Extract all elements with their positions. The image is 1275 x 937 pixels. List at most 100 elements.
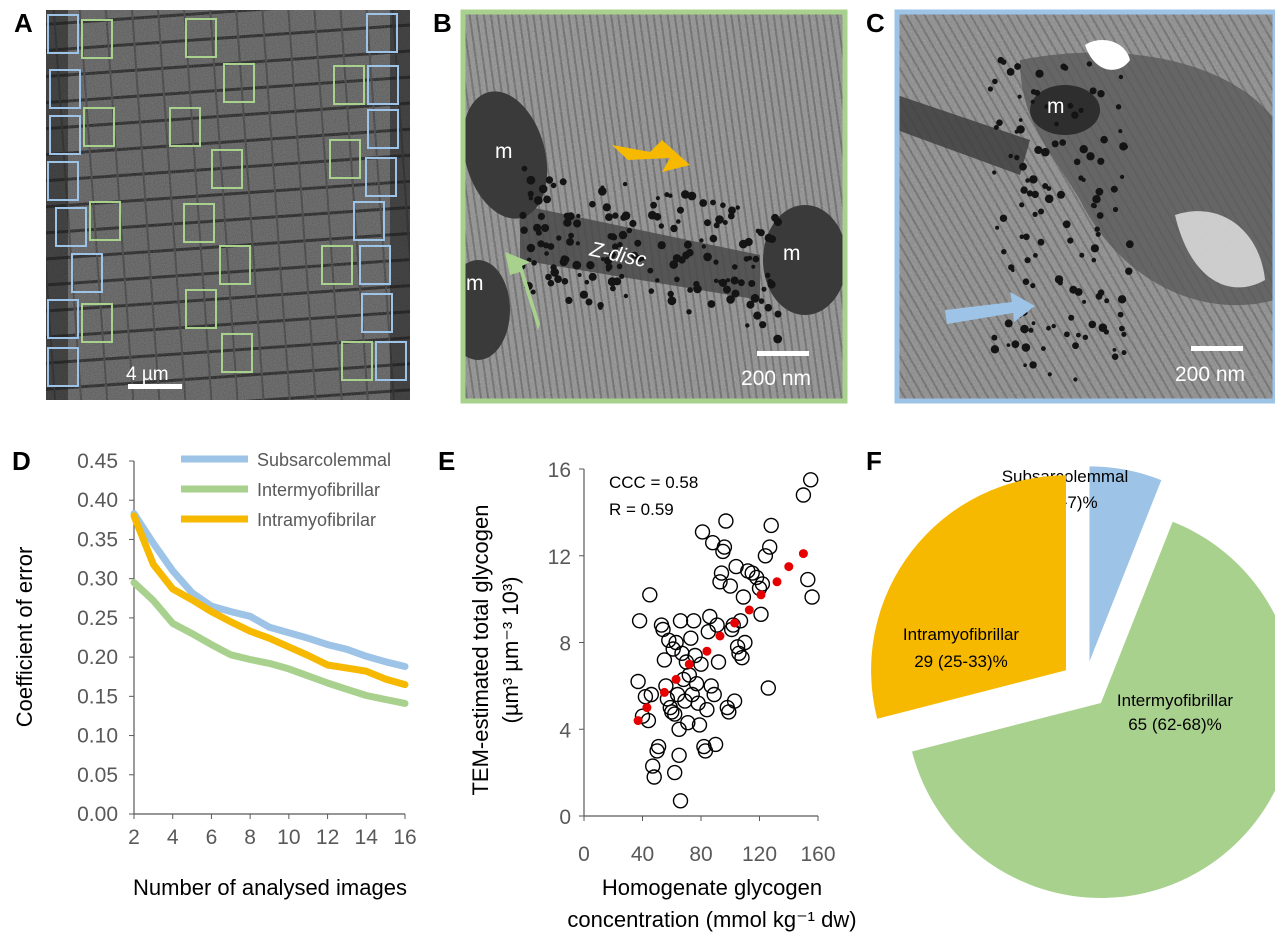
glycogen-particle: [1025, 178, 1030, 183]
data-point: [729, 639, 746, 655]
glycogen-particle: [1121, 331, 1127, 337]
glycogen-particle: [1115, 104, 1122, 110]
glycogen-particle: [1057, 280, 1063, 286]
glycogen-particle: [579, 290, 589, 299]
glycogen-particle: [604, 256, 613, 265]
glycogen-particle: [743, 256, 750, 262]
data-point: [795, 487, 812, 503]
glycogen-particle: [526, 175, 536, 185]
glycogen-particle: [1097, 157, 1105, 165]
glycogen-particle: [1021, 343, 1031, 352]
fit-point: [715, 631, 725, 641]
y-tick-label: 0.35: [77, 528, 118, 551]
glycogen-particle: [607, 233, 615, 240]
glycogen-particle: [687, 191, 697, 201]
glycogen-particle: [1089, 87, 1097, 95]
legend-label-subsarcolemmal: Subsarcolemmal: [257, 450, 391, 470]
glycogen-particle: [612, 212, 619, 219]
glycogen-particle: [544, 251, 549, 256]
glycogen-particle: [1047, 372, 1052, 377]
glycogen-particle: [1111, 353, 1119, 361]
glycogen-particle: [531, 260, 537, 266]
pie-slice-subsarcolemmal: [1089, 466, 1162, 662]
panel-label-e: E: [438, 446, 455, 476]
intermyofibrillar-region-box: [81, 303, 113, 343]
glycogen-particle: [1118, 129, 1123, 134]
glycogen-particle: [563, 212, 571, 220]
glycogen-particle: [577, 273, 582, 277]
glycogen-particle: [731, 289, 740, 298]
glycogen-particle: [1078, 107, 1084, 113]
glycogen-particle: [554, 275, 562, 283]
glycogen-particle: [996, 119, 1003, 126]
data-point: [800, 571, 816, 588]
x-tick-label: 14: [355, 826, 379, 849]
glycogen-particle: [635, 254, 642, 262]
glycogen-particle: [1097, 289, 1105, 297]
glycogen-particle: [746, 300, 755, 309]
data-point: [803, 472, 819, 488]
glycogen-particle: [550, 182, 557, 189]
intermyofibrillar-region-box: [185, 18, 217, 58]
data-point: [694, 524, 711, 540]
scale-bar-label-a: 4 µm: [126, 364, 169, 385]
data-point: [702, 608, 718, 625]
glycogen-particle: [575, 241, 581, 246]
glycogen-particle: [767, 280, 776, 289]
glycogen-particle: [1100, 135, 1108, 144]
glycogen-particle: [1073, 377, 1078, 382]
intramyofibrillar-arrow: [612, 140, 690, 172]
x-tick-label: 4: [167, 826, 179, 849]
subsarcolemmal-region-box: [375, 341, 407, 381]
glycogen-particle: [1097, 90, 1105, 98]
fit-point: [671, 674, 681, 684]
glycogen-particle: [533, 196, 543, 205]
data-point: [804, 589, 820, 605]
glycogen-particle: [992, 170, 997, 175]
data-point: [757, 548, 774, 564]
glycogen-particle: [648, 210, 657, 220]
glycogen-particle: [707, 300, 716, 308]
data-point: [672, 613, 689, 629]
data-point: [686, 613, 702, 629]
y-tick-label: 8: [559, 633, 571, 656]
glycogen-particle: [1120, 174, 1125, 179]
glycogen-particle: [1017, 94, 1022, 99]
glycogen-particle: [720, 202, 726, 208]
data-point: [709, 617, 725, 633]
data-point: [710, 654, 727, 670]
glycogen-particle: [701, 244, 706, 249]
glycogen-particle: [634, 239, 642, 247]
intermyofibrillar-region-box: [81, 19, 113, 59]
subsarcolemmal-region-box: [361, 293, 393, 333]
glycogen-particle: [757, 229, 765, 237]
glycogen-particle: [1031, 321, 1036, 326]
glycogen-particle: [728, 206, 736, 215]
series-line-subsarcolemmal: [130, 510, 409, 670]
x-tick-label: 12: [316, 826, 339, 849]
glycogen-particle: [1006, 343, 1011, 347]
x-tick-label: 160: [800, 843, 835, 866]
data-point: [664, 704, 680, 720]
subsarcolemmal-region-box: [366, 13, 398, 53]
pie-label-value-intermyofibrillar: 65 (62-68)%: [1128, 715, 1222, 734]
glycogen-particle: [600, 185, 605, 190]
panel-label-c: C: [866, 8, 885, 38]
glycogen-particle: [657, 241, 666, 250]
glycogen-particle: [566, 238, 574, 246]
x-tick-label: 10: [277, 826, 300, 849]
x-tick-label: 0: [578, 843, 590, 866]
glycogen-particle: [987, 86, 994, 92]
glycogen-particle: [526, 257, 532, 263]
x-tick-label: 16: [393, 826, 416, 849]
data-point: [734, 650, 750, 666]
glycogen-particle: [1058, 100, 1064, 106]
fit-point: [756, 590, 766, 600]
panel-c-frame: [894, 9, 1275, 404]
glycogen-particle: [761, 286, 767, 292]
glycogen-particle: [710, 199, 716, 206]
fit-point: [798, 549, 808, 559]
x-tick-label: 6: [206, 826, 218, 849]
subsarcolemmal-region-box: [365, 157, 397, 197]
scale-bar-label-c: 200 nm: [1175, 363, 1245, 386]
